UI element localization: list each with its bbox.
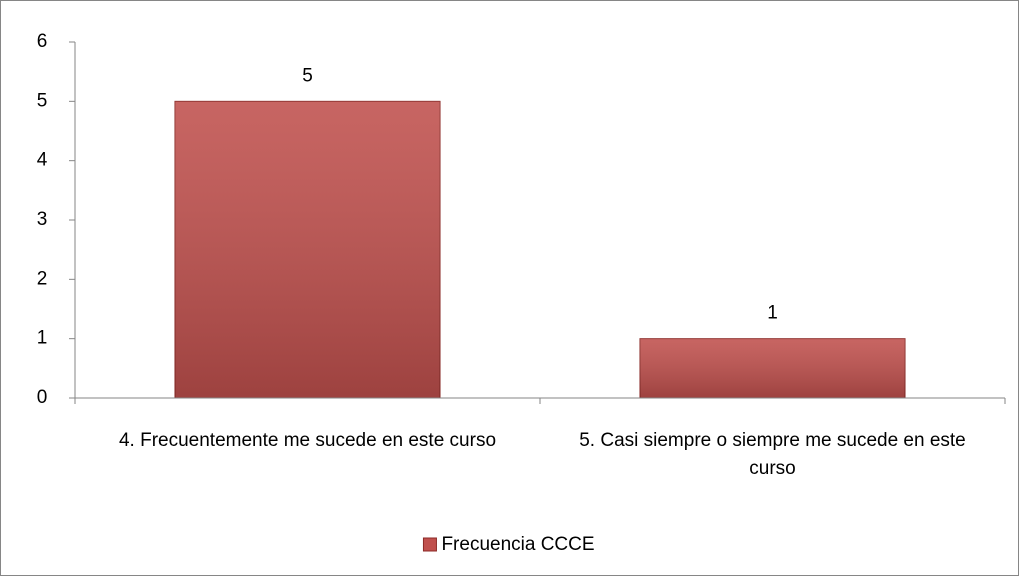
- legend-label: Frecuencia CCCE: [441, 534, 594, 555]
- y-tick-label: 3: [37, 209, 48, 230]
- bar-shade: [639, 338, 906, 398]
- y-tick-label: 5: [37, 90, 48, 111]
- y-tick-label: 1: [37, 328, 48, 349]
- y-tick-label: 6: [37, 31, 48, 52]
- legend-swatch: [422, 537, 437, 552]
- y-tick-label: 0: [37, 387, 48, 408]
- bar-shade: [174, 101, 441, 398]
- data-label: 1: [767, 303, 778, 324]
- y-tick-label: 2: [37, 268, 48, 289]
- data-label: 5: [302, 65, 313, 86]
- x-tick-label: 5. Casi siempre o siempre me sucede en e…: [579, 430, 966, 479]
- x-tick-label: 4. Frecuentemente me sucede en este curs…: [118, 430, 497, 451]
- y-tick-label: 4: [37, 150, 48, 171]
